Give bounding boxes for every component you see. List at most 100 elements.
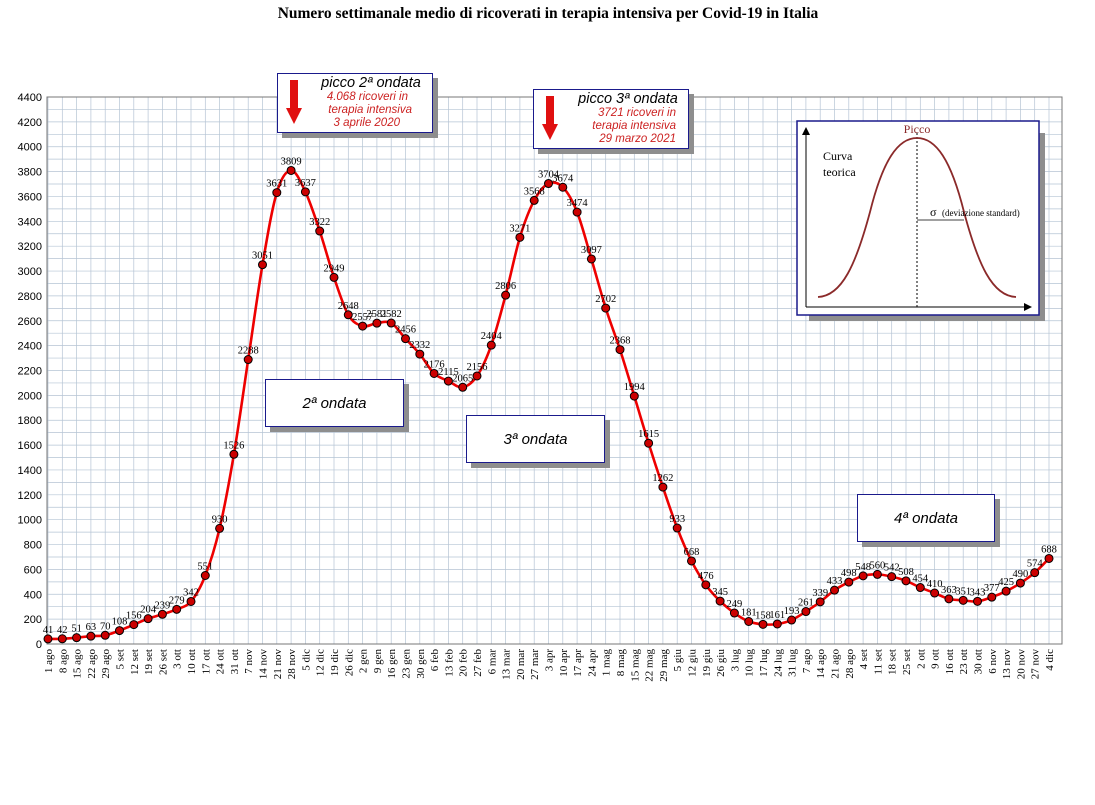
data-point <box>944 594 954 604</box>
data-label: 108 <box>112 617 128 628</box>
peak3-line-3: 29 marzo 2021 <box>599 133 676 145</box>
x-axis: 1 ago 8 ago 15 ago 22 ago 29 ago 5 set 12 set 1… <box>43 649 1056 682</box>
data-point <box>215 523 225 533</box>
data-point <box>744 616 754 626</box>
data-point <box>1015 578 1025 588</box>
x-tick-label: 24 lug <box>772 649 784 677</box>
y-tick-label: 1600 <box>18 440 42 452</box>
data-label: 2582 <box>381 309 402 320</box>
data-point <box>529 195 539 205</box>
data-point <box>329 272 339 282</box>
y-tick-label: 1000 <box>18 515 42 527</box>
data-point <box>644 438 654 448</box>
data-point <box>901 576 911 586</box>
x-tick-label: 27 mar <box>529 649 541 680</box>
data-point <box>787 615 797 625</box>
x-tick-label: 2 ott <box>915 649 927 669</box>
data-label: 3809 <box>281 156 302 167</box>
x-tick-label: 3 lug <box>729 649 741 672</box>
inset-curve-label-2: teorica <box>823 165 856 179</box>
y-tick-label: 3800 <box>18 167 42 179</box>
data-label: 70 <box>100 621 111 632</box>
data-point <box>286 165 296 175</box>
data-label: 498 <box>841 568 857 579</box>
y-tick-label: 2800 <box>18 291 42 303</box>
data-label: 574 <box>1027 559 1044 570</box>
data-label: 2557 <box>352 312 373 323</box>
peak3-annotation: picco 3ª ondata 3721 ricoveri in terapia… <box>533 89 689 149</box>
x-tick-label: 5 giu <box>672 649 684 672</box>
data-label: 3631 <box>266 179 287 190</box>
data-label: 2949 <box>324 263 345 274</box>
data-label: 688 <box>1041 544 1057 555</box>
x-tick-label: 16 ott <box>944 649 956 674</box>
inset-sigma-symbol: σ <box>930 205 937 219</box>
x-tick-label: 17 lug <box>758 649 770 677</box>
data-point <box>186 596 196 606</box>
x-tick-label: 26 dic <box>343 649 355 676</box>
data-point <box>157 609 167 619</box>
x-tick-label: 3 ott <box>172 649 184 669</box>
data-label: 3568 <box>524 186 545 197</box>
x-tick-label: 7 nov <box>243 649 255 674</box>
data-label: 2702 <box>595 294 616 305</box>
inset-x-arrow-icon <box>1024 303 1032 311</box>
data-point <box>658 482 668 492</box>
data-point <box>815 597 825 607</box>
data-label: 279 <box>169 595 185 606</box>
inset-sigma-label: (deviazione standard) <box>942 208 1020 218</box>
data-point <box>572 207 582 217</box>
data-label: 2288 <box>238 346 259 357</box>
data-point <box>100 630 110 640</box>
data-point <box>72 633 82 643</box>
data-point <box>472 371 482 381</box>
data-point <box>715 596 725 606</box>
data-point <box>701 580 711 590</box>
x-tick-label: 5 dic <box>300 649 312 671</box>
data-label: 2176 <box>424 359 445 370</box>
x-tick-label: 20 mar <box>515 649 527 680</box>
x-tick-label: 13 nov <box>1001 649 1013 680</box>
x-tick-label: 12 set <box>129 649 141 675</box>
x-tick-label: 18 set <box>887 649 899 675</box>
data-label: 3674 <box>552 173 574 184</box>
data-label: 2115 <box>438 367 459 378</box>
data-point <box>429 368 439 378</box>
x-tick-label: 5 set <box>115 649 127 669</box>
data-label: 508 <box>898 567 914 578</box>
data-point <box>43 634 53 644</box>
y-tick-label: 0 <box>36 639 42 651</box>
data-label: 156 <box>126 611 142 622</box>
data-label: 42 <box>57 625 68 636</box>
data-label: 2806 <box>495 281 516 292</box>
x-tick-label: 26 giu <box>715 649 727 677</box>
data-point <box>729 608 739 618</box>
data-label: 2456 <box>395 325 416 336</box>
x-tick-label: 9 ott <box>930 649 942 669</box>
data-point <box>200 571 210 581</box>
data-point <box>687 556 696 566</box>
data-label: 930 <box>212 514 228 525</box>
x-tick-label: 15 mag <box>629 649 641 682</box>
data-label: 3704 <box>538 170 560 181</box>
data-label: 454 <box>912 574 929 585</box>
wave3-label: 3ª ondata <box>466 415 605 463</box>
data-point <box>443 376 453 386</box>
y-tick-label: 400 <box>24 589 42 601</box>
data-label: 193 <box>784 606 800 617</box>
data-point <box>115 626 124 636</box>
x-tick-label: 25 set <box>901 649 913 675</box>
data-label: 425 <box>998 577 1014 588</box>
data-point <box>558 182 568 192</box>
peak2-line-2: terapia intensiva <box>328 104 412 116</box>
x-tick-label: 27 nov <box>1030 649 1042 680</box>
data-point <box>501 290 511 300</box>
down-arrow-icon <box>542 96 558 140</box>
data-point <box>844 577 854 587</box>
chart-title: Numero settimanale medio di ricoverati i… <box>278 5 819 22</box>
x-tick-label: 19 dic <box>329 649 341 676</box>
data-point <box>401 334 410 344</box>
data-point <box>830 585 839 595</box>
x-tick-label: 1 ago <box>43 649 55 674</box>
data-point <box>586 254 596 264</box>
